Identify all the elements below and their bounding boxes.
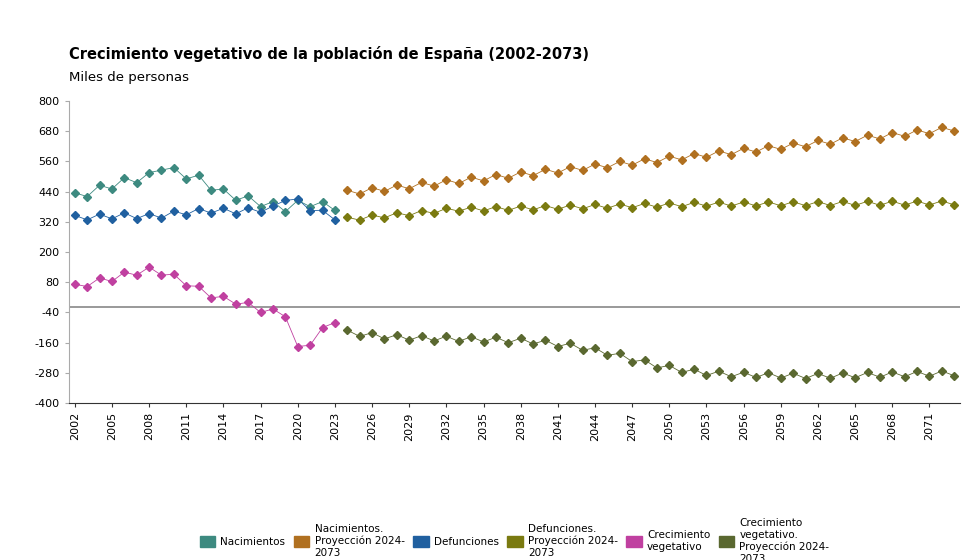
Legend: Nacimientos, Nacimientos.
Proyección 2024-
2073, Defunciones, Defunciones.
Proye: Nacimientos, Nacimientos. Proyección 202… — [195, 514, 834, 560]
Text: Miles de personas: Miles de personas — [69, 71, 188, 83]
Text: Crecimiento vegetativo de la población de España (2002-2073): Crecimiento vegetativo de la población d… — [69, 46, 589, 62]
